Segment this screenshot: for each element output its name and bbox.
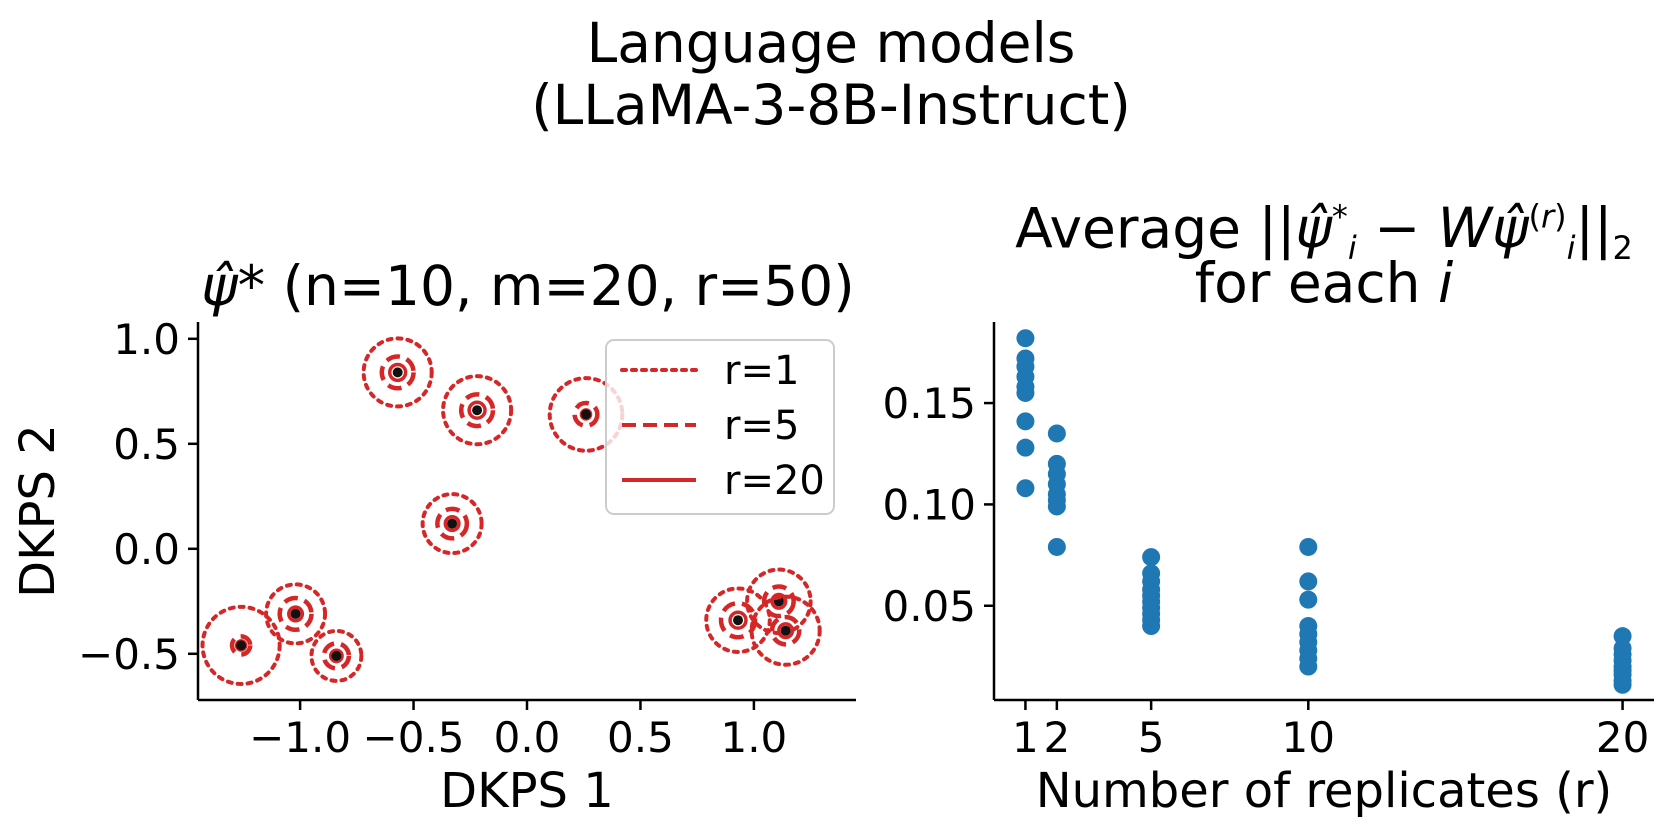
right-y-tick-label: 0.10 <box>882 480 976 529</box>
left-y-tick-label: −0.5 <box>78 630 180 679</box>
point-center-marker <box>580 409 591 420</box>
r20-uncertainty-circle <box>287 605 305 623</box>
r5-uncertainty-circle <box>379 354 416 391</box>
right-x-tick-label: 2 <box>1043 713 1070 762</box>
error-point-r10 <box>1299 590 1318 609</box>
point-center-marker <box>290 608 301 619</box>
error-point-r1 <box>1016 412 1035 431</box>
r5-uncertainty-circle <box>718 600 758 640</box>
figure-suptitle-line2: (LLaMA-3-8B-Instruct) <box>531 73 1131 137</box>
r1-uncertainty-circle <box>704 586 772 654</box>
r1-uncertainty-circle <box>309 628 364 683</box>
point-center-marker <box>331 650 342 661</box>
right-title-for-each: for each <box>1194 251 1438 315</box>
r1-uncertainty-circle <box>361 336 434 409</box>
error-point-r1 <box>1016 479 1035 498</box>
left-x-tick-label: −0.5 <box>363 713 465 762</box>
error-point-r5 <box>1142 548 1161 567</box>
right-x-tick-label: 10 <box>1282 713 1335 762</box>
legend-label: r=1 <box>724 348 799 394</box>
error-point-r2 <box>1047 424 1066 443</box>
left-x-tick-label: 0.5 <box>607 713 674 762</box>
right-chart-title-line2: for each i <box>994 252 1654 314</box>
right-x-tick-label: 5 <box>1138 713 1165 762</box>
r5-uncertainty-circle <box>321 641 352 671</box>
right-chart-axes: 1 2 5 10 20 0.05 0.10 0.15 Number of replicates … <box>882 322 1654 819</box>
r1-uncertainty-circle <box>264 582 328 646</box>
r1-uncertainty-circle <box>749 594 822 667</box>
left-chart-title: ψ̂* (n=10, m=20, r=50) <box>198 255 858 317</box>
figure-suptitle-line1: Language models <box>586 11 1076 75</box>
r20-uncertainty-circle <box>328 648 344 664</box>
error-point-r1 <box>1016 383 1035 402</box>
r20-uncertainty-circle <box>770 592 788 610</box>
right-title-average-word: Average <box>1015 196 1259 261</box>
r5-uncertainty-circle <box>769 614 802 647</box>
left-y-tick-label: 1.0 <box>113 315 180 364</box>
right-x-tick-label: 1 <box>1012 713 1039 762</box>
error-point-r5 <box>1142 617 1161 636</box>
left-x-tick-label: 0.0 <box>494 713 561 762</box>
r20-uncertainty-circle <box>387 362 408 383</box>
right-x-axis-label: Number of replicates (r) <box>1036 763 1613 819</box>
error-point-r1 <box>1016 329 1035 348</box>
error-point-r10 <box>1299 657 1318 676</box>
r20-uncertainty-circle <box>728 610 748 630</box>
r5-uncertainty-circle <box>277 595 314 633</box>
left-y-tick-label: 0.5 <box>113 420 180 469</box>
right-chart-title-line1: Average ||ψ̂*i − Wψ̂(r)i||2 <box>994 186 1654 279</box>
r20-uncertainty-circle <box>777 622 795 640</box>
r1-uncertainty-circle <box>420 492 484 556</box>
r20-uncertainty-circle <box>467 400 487 420</box>
left-title-psi-symbol: ψ̂* <box>201 254 266 318</box>
point-center-marker <box>447 518 458 529</box>
left-x-tick-label: −1.0 <box>249 713 351 762</box>
r5-uncertainty-circle <box>572 400 600 428</box>
left-y-axis-label: DKPS 2 <box>10 424 66 598</box>
point-center-marker <box>472 405 483 416</box>
left-x-axis-label: DKPS 1 <box>440 763 614 819</box>
point-center-marker <box>780 625 791 636</box>
error-point-r10 <box>1299 572 1318 591</box>
right-title-norm-formula: ||ψ̂*i − Wψ̂(r)i||2 <box>1258 196 1633 268</box>
right-y-tick-label: 0.05 <box>882 582 976 631</box>
r1-uncertainty-circle <box>441 374 514 447</box>
r20-uncertainty-circle <box>443 515 461 533</box>
left-y-tick-label: 0.0 <box>113 525 180 574</box>
error-point-r2 <box>1047 537 1066 556</box>
legend-label: r=5 <box>724 403 799 449</box>
left-x-tick-label: 1.0 <box>720 713 787 762</box>
r5-uncertainty-circle <box>229 634 253 657</box>
error-point-r1 <box>1016 438 1035 457</box>
point-center-marker <box>733 615 744 626</box>
right-y-tick-label: 0.15 <box>882 379 976 428</box>
error-point-r20 <box>1613 675 1632 694</box>
point-center-marker <box>236 640 247 651</box>
r1-uncertainty-circle <box>200 604 282 686</box>
right-x-tick-label: 20 <box>1596 713 1649 762</box>
error-point-r2 <box>1047 497 1066 516</box>
error-point-r10 <box>1299 537 1318 556</box>
r5-uncertainty-circle <box>435 506 470 541</box>
left-title-params: (n=10, m=20, r=50) <box>265 254 855 318</box>
legend-label: r=20 <box>724 458 825 504</box>
legend-box <box>605 339 835 515</box>
point-center-marker <box>392 367 403 378</box>
r5-uncertainty-circle <box>458 392 496 429</box>
r5-uncertainty-circle <box>761 584 796 619</box>
right-title-i-var: i <box>1437 251 1454 315</box>
